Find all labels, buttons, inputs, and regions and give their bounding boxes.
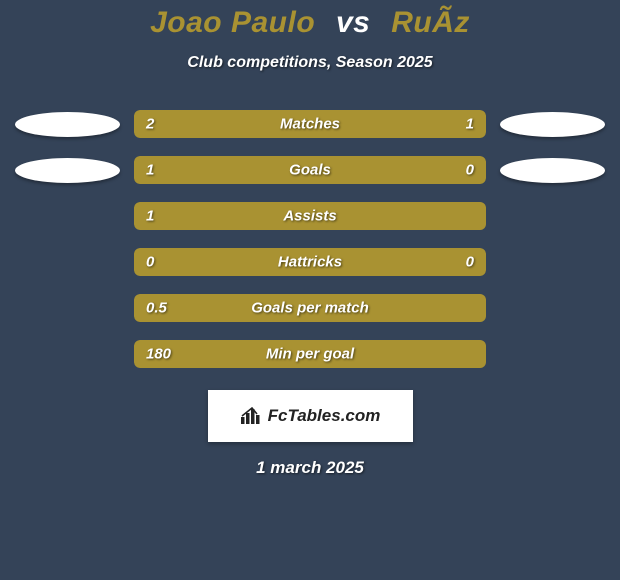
- player1-avatar: [15, 158, 120, 183]
- stat-value-right: 0: [466, 254, 474, 271]
- stat-row: 1 0 Goals: [0, 156, 620, 184]
- stat-bar: 1 Assists: [134, 202, 486, 230]
- stat-bar: 0.5 Goals per match: [134, 294, 486, 322]
- stat-value-right: 0: [466, 162, 474, 179]
- stat-row: 2 1 Matches: [0, 110, 620, 138]
- stat-label: Min per goal: [266, 346, 354, 363]
- stat-bar: 0 0 Hattricks: [134, 248, 486, 276]
- stat-row: 1 Assists: [0, 202, 620, 230]
- stat-value-left: 1: [146, 162, 154, 179]
- logo-text: FcTables.com: [268, 406, 381, 426]
- stat-label: Hattricks: [278, 254, 342, 271]
- bar-fill-left: [134, 156, 398, 184]
- logo-badge: FcTables.com: [208, 390, 413, 442]
- player2-avatar: [500, 158, 605, 183]
- subtitle: Club competitions, Season 2025: [0, 54, 620, 72]
- date-label: 1 march 2025: [0, 458, 620, 478]
- stat-value-left: 2: [146, 116, 154, 133]
- player1-avatar: [15, 112, 120, 137]
- stat-row: 0.5 Goals per match: [0, 294, 620, 322]
- stat-row: 180 Min per goal: [0, 340, 620, 368]
- stat-label: Assists: [283, 208, 336, 225]
- stat-value-left: 180: [146, 346, 171, 363]
- stat-bar: 1 0 Goals: [134, 156, 486, 184]
- page-title: Joao Paulo vs RuÃ­z: [0, 6, 620, 40]
- stat-value-right: 1: [466, 116, 474, 133]
- player2-avatar: [500, 112, 605, 137]
- stat-label: Goals: [289, 162, 331, 179]
- stat-rows: 2 1 Matches 1 0 Goals 1 Assists 0 0 Hattricks 0.5 Go…: [0, 110, 620, 368]
- stat-bar: 180 Min per goal: [134, 340, 486, 368]
- stat-value-left: 1: [146, 208, 154, 225]
- player2-name: RuÃ­z: [391, 6, 470, 39]
- stat-row: 0 0 Hattricks: [0, 248, 620, 276]
- stat-label: Matches: [280, 116, 340, 133]
- stat-value-left: 0: [146, 254, 154, 271]
- stat-label: Goals per match: [251, 300, 369, 317]
- stat-bar: 2 1 Matches: [134, 110, 486, 138]
- stat-value-left: 0.5: [146, 300, 167, 317]
- stats-card: Joao Paulo vs RuÃ­z Club competitions, S…: [0, 0, 620, 580]
- player1-name: Joao Paulo: [150, 6, 315, 39]
- vs-separator: vs: [336, 6, 370, 39]
- chart-icon: [240, 407, 262, 425]
